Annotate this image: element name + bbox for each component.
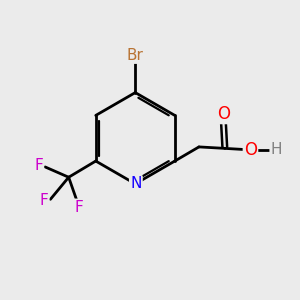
Text: F: F: [74, 200, 83, 215]
Text: O: O: [244, 141, 257, 159]
Text: H: H: [271, 142, 282, 158]
Text: O: O: [217, 105, 230, 123]
Text: Br: Br: [127, 48, 144, 63]
Text: N: N: [130, 176, 142, 191]
Text: F: F: [40, 193, 48, 208]
Text: F: F: [34, 158, 43, 173]
